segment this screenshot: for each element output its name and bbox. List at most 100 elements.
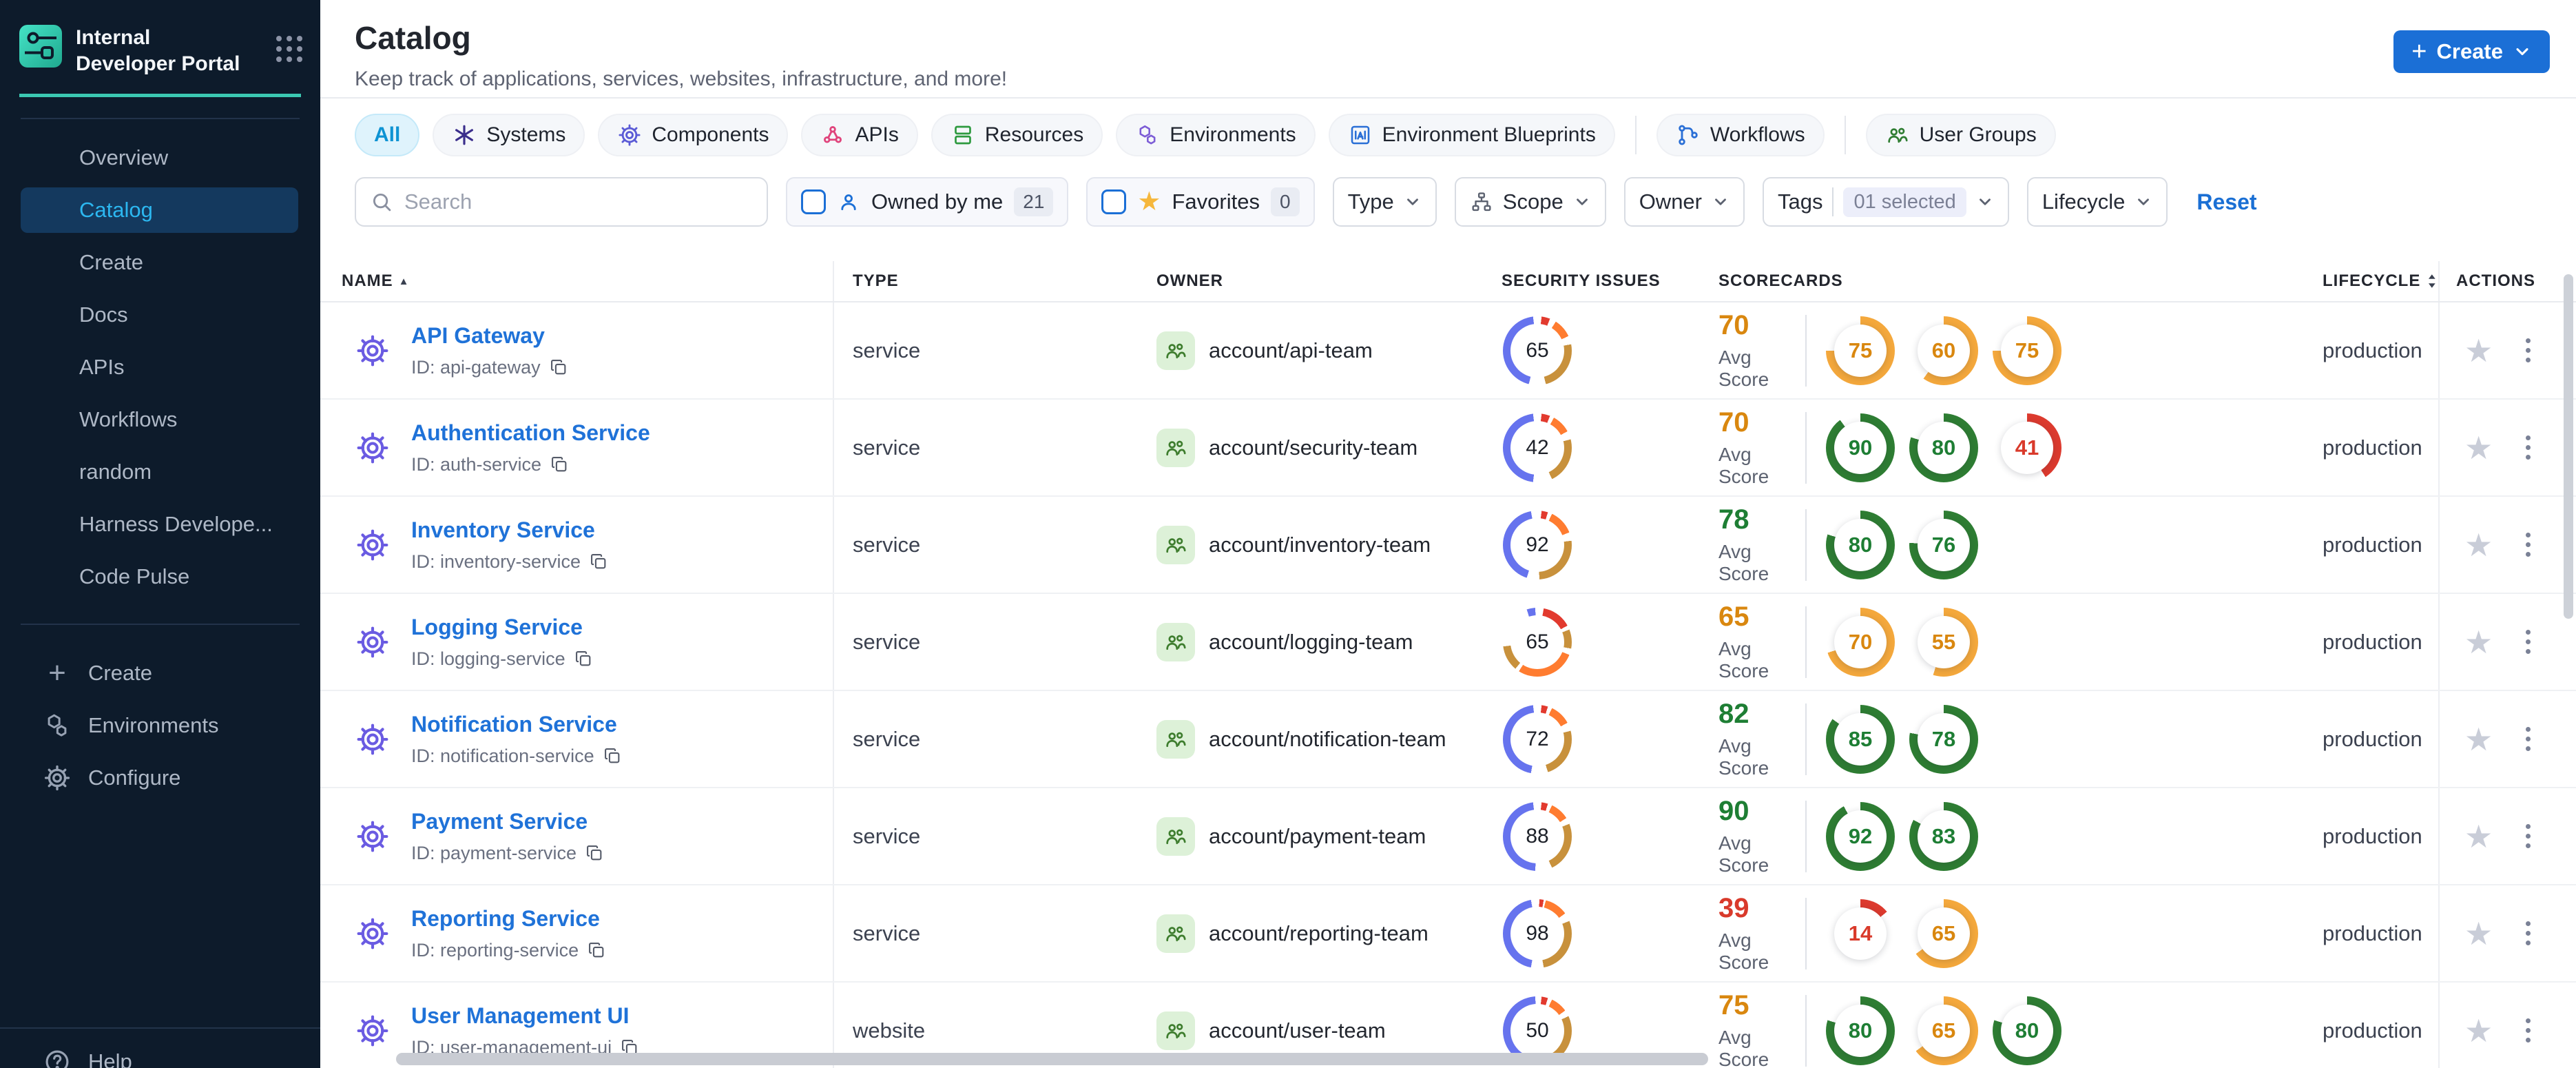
sidebar-item-help[interactable]: Help — [43, 1047, 132, 1068]
vertical-scrollbar[interactable] — [2564, 274, 2573, 619]
lifecycle-cell: production — [2323, 1018, 2422, 1043]
reset-filters-button[interactable]: Reset — [2196, 189, 2257, 214]
security-issues-donut: 50 — [1503, 996, 1572, 1065]
divider — [1805, 994, 1807, 1067]
sidebar-item-configure[interactable]: Configure — [0, 752, 320, 804]
copy-icon[interactable] — [589, 552, 608, 571]
tags-dropdown[interactable]: Tags 01 selected — [1763, 177, 2009, 227]
avg-score-label: Avg Score — [1718, 930, 1769, 973]
kebab-menu-button[interactable] — [2522, 528, 2535, 561]
service-gear-icon — [355, 819, 391, 854]
tab-environments[interactable]: Environments — [1116, 114, 1316, 156]
owner-dropdown[interactable]: Owner — [1623, 177, 1745, 227]
scorecard-ring: 75 — [1993, 316, 2061, 385]
scorecard-rings: 85 78 — [1826, 704, 1978, 774]
tab-apis[interactable]: APIs — [801, 114, 918, 156]
scorecard-ring: 60 — [1909, 316, 1978, 385]
favorite-star-button[interactable]: ★ — [2464, 624, 2493, 660]
owned-by-me-filter[interactable]: Owned by me 21 — [786, 177, 1069, 227]
sidebar-item-create-action[interactable]: + Create — [0, 647, 320, 699]
entity-name-link[interactable]: Logging Service — [411, 614, 583, 639]
page-header: Catalog Keep track of applications, serv… — [320, 0, 2576, 99]
search-icon — [370, 190, 393, 214]
kebab-menu-button[interactable] — [2522, 626, 2535, 658]
favorites-checkbox[interactable] — [1101, 189, 1127, 214]
sidebar-header: Internal Developer Portal — [0, 0, 320, 77]
sort-asc-icon: ▲ — [398, 275, 410, 287]
tab-user-groups[interactable]: User Groups — [1865, 114, 2056, 156]
kebab-menu-button[interactable] — [2522, 431, 2535, 464]
owner-cell: account/inventory-team — [1138, 497, 1483, 593]
entity-name-link[interactable]: Reporting Service — [411, 905, 600, 931]
kebab-menu-button[interactable] — [2522, 334, 2535, 367]
copy-icon[interactable] — [550, 455, 569, 474]
module-grid-icon[interactable] — [276, 36, 302, 62]
entity-name-link[interactable]: Authentication Service — [411, 420, 650, 445]
favorite-star-button[interactable]: ★ — [2464, 1012, 2493, 1049]
security-issues-donut: 72 — [1503, 704, 1572, 774]
kebab-menu-button[interactable] — [2522, 723, 2535, 755]
kebab-menu-button[interactable] — [2522, 1014, 2535, 1047]
column-header-lifecycle[interactable]: LIFECYCLE — [2308, 261, 2438, 301]
sidebar-item-docs[interactable]: Docs — [79, 302, 128, 327]
tab-all[interactable]: All — [355, 114, 420, 156]
security-issues-donut: 65 — [1503, 607, 1572, 677]
sidebar-item-environments[interactable]: Environments — [0, 699, 320, 752]
tab-workflows[interactable]: Workflows — [1656, 114, 1825, 156]
service-gear-icon — [355, 916, 391, 952]
scorecard-rings: 80 65 80 — [1826, 996, 2061, 1065]
copy-icon[interactable] — [585, 843, 604, 863]
actions-cell: ★ — [2438, 691, 2576, 787]
service-gear-icon — [355, 333, 391, 369]
tab-resources[interactable]: Resources — [931, 114, 1103, 156]
tab-components[interactable]: Components — [598, 114, 789, 156]
systems-icon — [452, 123, 477, 147]
tab-environment-blueprints[interactable]: Environment Blueprints — [1328, 114, 1615, 156]
copy-icon[interactable] — [603, 746, 622, 766]
search-input[interactable] — [404, 189, 753, 214]
horizontal-scrollbar[interactable] — [396, 1053, 1708, 1065]
owned-by-me-checkbox[interactable] — [801, 189, 826, 214]
entity-name-link[interactable]: API Gateway — [411, 322, 545, 348]
column-header-type: TYPE — [853, 271, 899, 290]
actions-cell: ★ — [2438, 788, 2576, 884]
favorite-star-button[interactable]: ★ — [2464, 332, 2493, 369]
kebab-menu-button[interactable] — [2522, 820, 2535, 852]
column-header-name[interactable]: NAME ▲ — [320, 261, 834, 301]
sidebar-item-catalog[interactable]: Catalog — [0, 184, 320, 236]
entity-name-link[interactable]: Notification Service — [411, 711, 617, 737]
kebab-menu-button[interactable] — [2522, 917, 2535, 949]
lifecycle-dropdown[interactable]: Lifecycle — [2026, 177, 2168, 227]
type-dropdown[interactable]: Type — [1332, 177, 1437, 227]
favorite-star-button[interactable]: ★ — [2464, 721, 2493, 757]
search-box — [355, 177, 768, 227]
favorites-filter[interactable]: ★ Favorites 0 — [1086, 177, 1315, 227]
copy-icon[interactable] — [574, 649, 593, 668]
tab-systems[interactable]: Systems — [433, 114, 585, 156]
type-cell: service — [853, 338, 921, 362]
entity-name-link[interactable]: User Management UI — [411, 1003, 630, 1028]
create-button[interactable]: + Create — [2393, 30, 2550, 73]
sidebar-item-workflows[interactable]: Workflows — [79, 407, 178, 431]
scope-dropdown[interactable]: Scope — [1454, 177, 1606, 227]
scorecard-rings: 90 80 41 — [1826, 413, 2061, 482]
gear-icon — [43, 763, 72, 792]
sidebar-item-harness-developer[interactable]: Harness Develope... — [79, 512, 273, 536]
sidebar-item-overview[interactable]: Overview — [79, 145, 169, 170]
scorecard-rings: 14 65 — [1826, 898, 1978, 968]
copy-icon[interactable] — [549, 358, 568, 377]
sidebar-item-code-pulse[interactable]: Code Pulse — [79, 564, 190, 588]
scorecards-cell: 65 Avg Score 70 55 — [1700, 594, 2308, 690]
entity-name-link[interactable]: Payment Service — [411, 808, 588, 834]
entity-name-link[interactable]: Inventory Service — [411, 517, 595, 542]
favorite-star-button[interactable]: ★ — [2464, 429, 2493, 466]
favorite-star-button[interactable]: ★ — [2464, 915, 2493, 952]
sidebar-item-apis[interactable]: APIs — [79, 355, 125, 379]
favorite-star-button[interactable]: ★ — [2464, 818, 2493, 854]
copy-icon[interactable] — [587, 941, 606, 960]
sidebar-item-random[interactable]: random — [79, 460, 152, 484]
sidebar-item-create[interactable]: Create — [79, 250, 144, 274]
favorite-star-button[interactable]: ★ — [2464, 526, 2493, 563]
catalog-table: NAME ▲ TYPE OWNER SECURITY ISSUES SCORECA… — [320, 261, 2576, 1068]
column-header-scorecards: SCORECARDS — [1718, 271, 1843, 290]
